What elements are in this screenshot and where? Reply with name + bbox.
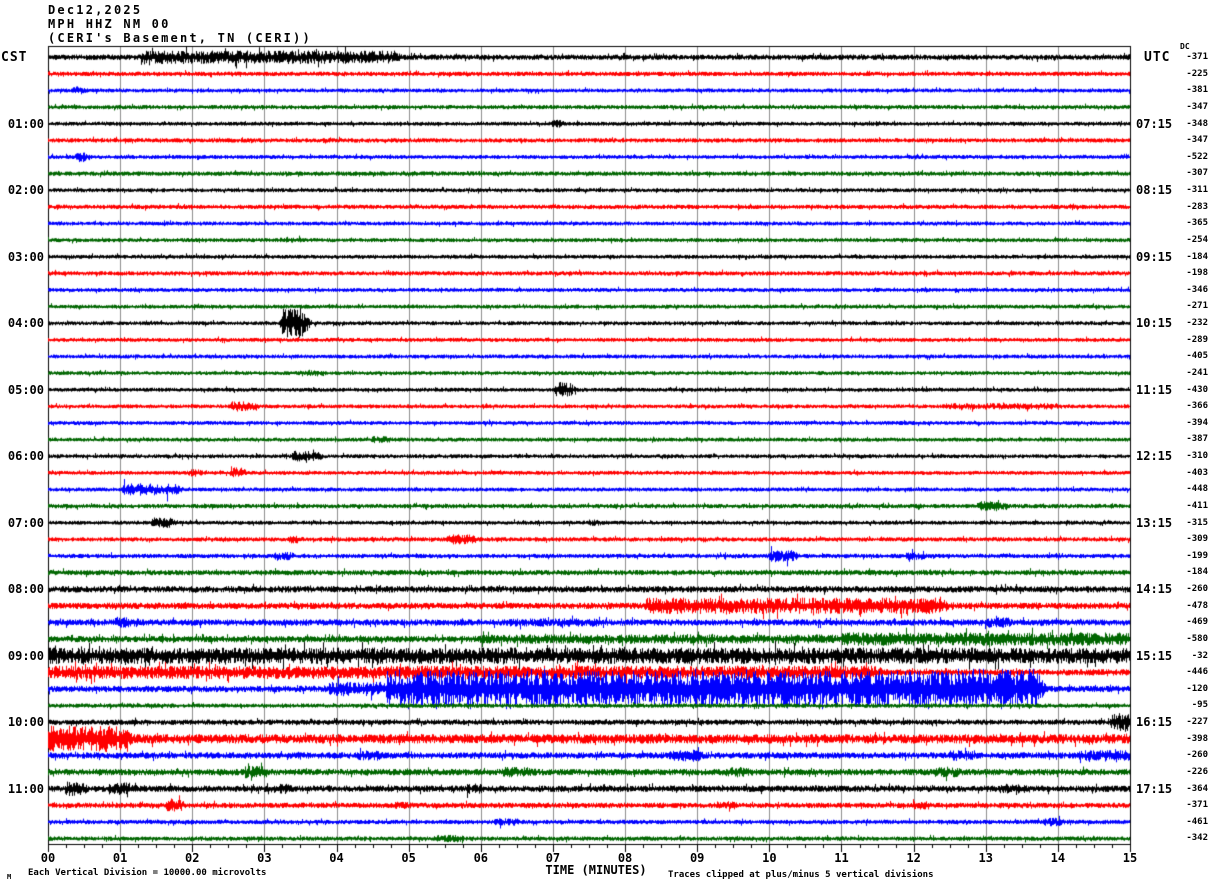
dc-value: -366 [1186,401,1208,412]
dc-value: -371 [1186,800,1208,811]
utc-time-label: 16:15 [1136,715,1173,729]
dc-value: -271 [1186,301,1208,312]
dc-value: -580 [1186,633,1208,644]
x-tick-label: 02 [185,851,200,865]
x-tick-label: 00 [40,851,56,865]
cst-time-label: 05:00 [7,382,44,397]
x-tick-label: 01 [112,851,128,865]
dc-value: -254 [1186,234,1208,245]
dc-value: -347 [1186,101,1208,112]
dc-value: -120 [1186,683,1208,694]
dc-value: -227 [1186,717,1208,727]
x-tick-label: 04 [329,851,344,865]
dc-value: -315 [1186,517,1208,528]
utc-time-label: 14:15 [1136,582,1173,596]
dc-column-header: DC [1180,42,1190,51]
utc-time-label: 17:15 [1136,781,1173,796]
cst-time-label: 03:00 [7,249,44,264]
dc-value: -260 [1186,750,1208,761]
dc-value: -398 [1186,733,1208,744]
dc-value: -381 [1186,85,1208,96]
dc-value: -32 [1191,650,1208,661]
x-tick-label: 13 [978,851,993,865]
dc-value: -198 [1186,268,1208,279]
cst-time-label: 02:00 [7,183,44,197]
dc-value: -260 [1186,584,1208,594]
dc-value: -346 [1186,284,1208,295]
x-axis-title: TIME (MINUTES) [545,863,647,877]
dc-value: -310 [1186,451,1208,461]
cst-time-label: 08:00 [7,582,44,596]
dc-value: -226 [1186,766,1208,777]
title-location: (CERI's Basement, TN (CERI)) [48,31,312,45]
dc-value: -365 [1186,218,1208,229]
dc-value: -387 [1186,434,1208,445]
dc-value: -289 [1186,334,1208,345]
dc-value: -95 [1191,700,1208,711]
cst-time-label: 04:00 [7,316,44,330]
cst-time-label: 10:00 [7,715,44,729]
utc-time-label: 13:15 [1136,515,1173,530]
cst-time-label: 06:00 [7,449,44,463]
dc-value: -348 [1186,118,1208,129]
utc-time-label: 08:15 [1136,183,1173,197]
footnote-vertical-division: Each Vertical Division = 10000.00 microv… [28,868,267,878]
utc-time-label: 15:15 [1136,648,1173,663]
dc-value: -394 [1186,417,1208,428]
watermark-glyph: M [7,873,12,881]
dc-value: -184 [1186,251,1208,262]
dc-value: -371 [1186,52,1208,62]
dc-value: -403 [1186,467,1208,478]
dc-value: -461 [1186,816,1208,827]
utc-time-label: 10:15 [1136,316,1173,330]
dc-value: -342 [1186,833,1208,844]
dc-value: -448 [1186,484,1208,495]
dc-value: -405 [1186,351,1208,362]
x-tick-label: 14 [1050,851,1066,865]
dc-value: -347 [1186,135,1208,146]
dc-value: -307 [1186,168,1208,179]
dc-value: -232 [1186,318,1208,328]
utc-time-label: 12:15 [1136,449,1173,463]
right-timezone-label: UTC [1144,50,1171,65]
dc-value: -311 [1186,185,1208,195]
dc-value: -430 [1186,384,1208,395]
x-tick-label: 06 [473,851,489,865]
x-tick-label: 11 [834,851,849,865]
dc-value: -184 [1186,567,1208,578]
left-timezone-label: CST [1,50,28,65]
dc-value: -364 [1186,783,1208,794]
dc-value: -478 [1186,600,1208,611]
dc-value: -199 [1186,550,1208,561]
title-date: Dec12,2025 [48,3,143,17]
cst-time-label: 01:00 [7,116,44,131]
x-tick-label: 08 [617,851,633,865]
x-tick-label: 15 [1122,851,1138,865]
x-tick-label: 10 [762,851,777,865]
dc-value: -411 [1186,500,1208,511]
dc-value: -469 [1186,617,1208,628]
utc-time-label: 11:15 [1136,382,1173,397]
x-tick-label: 03 [257,851,272,865]
title-station: MPH HHZ NM 00 [48,17,171,31]
utc-time-label: 07:15 [1136,116,1173,131]
x-tick-label: 05 [401,851,416,865]
x-tick-label: 12 [906,851,921,865]
dc-value: -446 [1186,667,1208,678]
dc-value: -522 [1186,151,1208,162]
cst-time-label: 09:00 [7,648,44,663]
utc-time-label: 09:15 [1136,249,1173,264]
cst-time-label: 11:00 [7,781,44,796]
footnote-clipping: Traces clipped at plus/minus 5 vertical … [668,870,934,880]
cst-time-label: 07:00 [7,515,44,530]
dc-value: -309 [1186,534,1208,545]
dc-value: -225 [1186,68,1208,79]
dc-value: -241 [1186,367,1208,378]
x-tick-label: 09 [689,851,705,865]
x-tick-label: 07 [545,851,561,865]
dc-value: -283 [1186,201,1208,212]
